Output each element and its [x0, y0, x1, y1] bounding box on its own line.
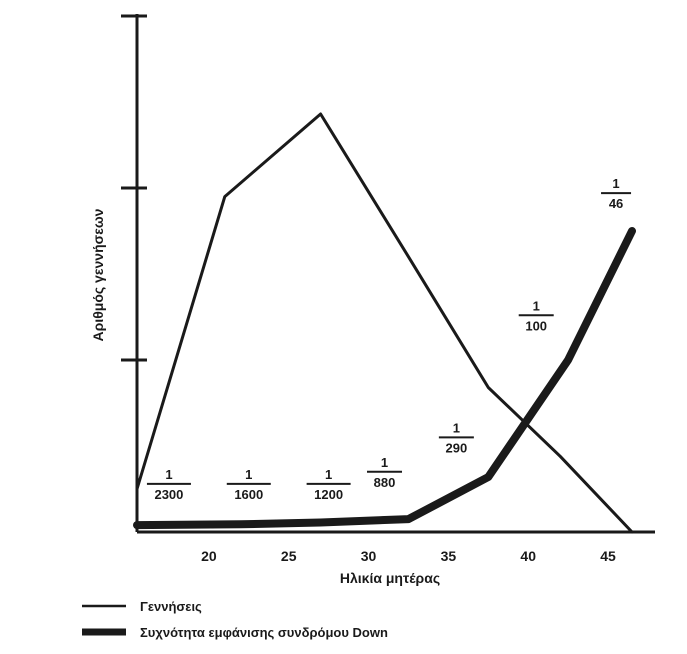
- fraction-denominator: 2300: [154, 487, 183, 502]
- fraction-numerator: 1: [453, 420, 460, 435]
- fraction-annotation-2: 1 1200: [306, 467, 351, 502]
- fraction-numerator: 1: [325, 467, 332, 482]
- fraction-denominator: 1200: [314, 487, 343, 502]
- fraction-annotation-0: 1 2300: [146, 467, 191, 502]
- fraction-annotation-6: 146: [601, 176, 632, 211]
- fraction-numerator: 1: [612, 176, 619, 191]
- fraction-numerator: 1: [381, 455, 388, 470]
- legend-label-births: Γεννήσεις: [140, 599, 202, 614]
- fraction-denominator: 880: [374, 475, 396, 490]
- fraction-denominator: 290: [446, 440, 468, 455]
- fraction-denominator: 1600: [234, 487, 263, 502]
- fraction-numerator: 1: [245, 467, 252, 482]
- fraction-numerator: 1: [533, 298, 540, 313]
- axes: 20 25 30 35 40 45 Ηλικία μητέρας Αριθμός γενν…: [90, 14, 655, 586]
- legend-label-down: Συχνότητα εμφάνισης συνδρόμου Down: [140, 625, 388, 640]
- legend: Γεννήσεις Συχνότητα εμφάνισης συνδρόμου …: [82, 599, 388, 640]
- x-tick-label-25: 25: [281, 548, 297, 564]
- x-tick-label-30: 30: [361, 548, 377, 564]
- fraction-numerator: 1: [165, 467, 172, 482]
- x-axis-title: Ηλικία μητέρας: [340, 570, 440, 586]
- y-axis-title: Αριθμός γεννήσεων: [90, 208, 106, 341]
- series-births-line: [135, 112, 634, 534]
- x-tick-label-40: 40: [520, 548, 536, 564]
- series-down-syndrome-line: [133, 227, 636, 530]
- series-lines: [133, 112, 636, 534]
- x-tick-marks: 20 25 30 35 40 45: [201, 548, 616, 564]
- x-tick-label-45: 45: [600, 548, 616, 564]
- fraction-denominator: 46: [609, 196, 623, 211]
- fraction-denominator: 100: [525, 318, 547, 333]
- x-tick-label-20: 20: [201, 548, 217, 564]
- y-tick-marks: [121, 14, 147, 362]
- x-tick-label-35: 35: [441, 548, 457, 564]
- fraction-annotation-1: 1 1600: [226, 467, 271, 502]
